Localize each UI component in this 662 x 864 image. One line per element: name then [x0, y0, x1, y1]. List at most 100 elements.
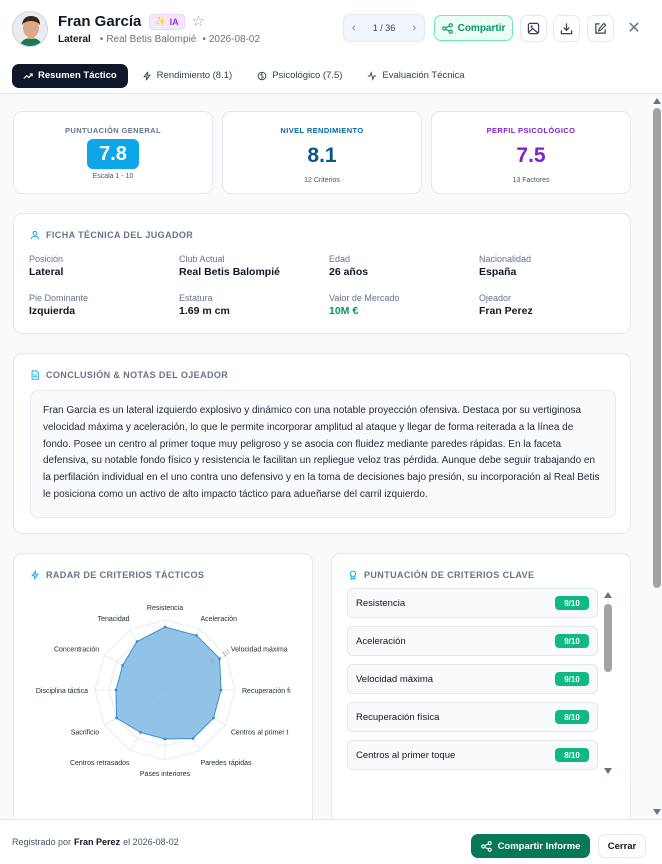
modal-footer: Registrado por Fran Perez el 2026-08-02 …: [0, 819, 662, 864]
ia-badge: ✨ IA: [149, 13, 185, 30]
field-label: Nacionalidad: [479, 254, 532, 264]
radar-axis-label: Velocidad máxima: [231, 647, 288, 654]
criterio-score-badge: 8/10: [555, 710, 589, 724]
criterio-name: Velocidad máxima: [356, 673, 434, 685]
footer-author: Fran Perez: [74, 837, 121, 847]
notes-title: CONCLUSIÓN & NOTAS DEL OJEADOR: [30, 370, 228, 380]
scroll-thumb[interactable]: [653, 108, 661, 588]
criterio-name: Recuperación física: [356, 711, 440, 723]
image-button[interactable]: [520, 15, 547, 42]
chevron-right-icon[interactable]: ›: [412, 22, 416, 34]
scroll-down-arrow[interactable]: [604, 768, 612, 774]
field-value: 26 años: [329, 266, 369, 278]
field-label: Club Actual: [179, 254, 225, 264]
list-item: Recuperación física 8/10: [347, 702, 598, 732]
close-icon[interactable]: ✕: [627, 20, 641, 37]
chevron-left-icon[interactable]: ‹: [352, 22, 356, 34]
criterios-list[interactable]: Resistencia 9/10 Aceleración 9/10 Velocida…: [347, 588, 598, 778]
document-icon: [31, 370, 39, 380]
radar-title: RADAR DE CRITERIOS TÁCTICOS: [30, 570, 204, 580]
field-value: España: [479, 266, 517, 278]
radar-point: [139, 731, 142, 734]
radar-tick-label: 8: [209, 658, 216, 666]
brain-icon: [257, 71, 267, 80]
scroll-up-arrow[interactable]: [653, 98, 661, 104]
list-item: Resistencia 9/10: [347, 588, 598, 618]
criterios-title-text: PUNTUACIÓN DE CRITERIOS CLAVE: [364, 570, 535, 580]
title-block: Fran García ✨ IA ☆ Lateral • Real Betis B…: [58, 13, 260, 45]
player-photo-icon: [13, 12, 47, 46]
ia-badge-label: IA: [169, 16, 179, 27]
share-button[interactable]: Compartir: [434, 15, 513, 41]
separator-dot: •: [202, 34, 206, 45]
field-label: Posición: [29, 254, 64, 264]
list-item: Aceleración 9/10: [347, 626, 598, 656]
field-posicion: Posición Lateral: [29, 254, 179, 278]
criterio-score-badge: 8/10: [555, 748, 589, 762]
player-avatar: [12, 11, 48, 47]
criterios-scrollbar[interactable]: [604, 592, 613, 774]
edit-icon: [595, 22, 607, 34]
award-icon: [349, 570, 357, 580]
score-card-psicologico: PERFIL PSICOLÓGICO 7.5 13 Factores: [431, 111, 631, 194]
download-button[interactable]: [553, 15, 580, 42]
tab-evaluacion-tecnica[interactable]: Evaluación Técnica: [356, 64, 475, 88]
criterio-name: Aceleración: [356, 635, 406, 647]
field-label: Pie Dominante: [29, 293, 89, 303]
field-value: Izquierda: [29, 305, 76, 317]
radar-point: [163, 625, 167, 629]
field-estatura: Estatura 1.69 m cm: [179, 293, 329, 317]
radar-point: [218, 657, 221, 660]
criterios-title: PUNTUACIÓN DE CRITERIOS CLAVE: [348, 570, 534, 580]
radar-svg: 10 8 Resistencia Aceleración Velocidad máxim…: [36, 605, 291, 778]
notes-text: Fran García es un lateral izquierdo expl…: [30, 390, 616, 518]
radar-point: [195, 634, 198, 637]
trending-up-icon: [23, 72, 33, 79]
scroll-down-arrow[interactable]: [653, 809, 661, 815]
tab-label: Evaluación Técnica: [382, 70, 465, 81]
close-button[interactable]: Cerrar: [598, 834, 646, 858]
score-note: 13 Factores: [512, 177, 550, 184]
radar-axis-label: Concentración: [54, 647, 99, 654]
report-date: 2026-08-02: [208, 34, 261, 45]
field-value: Lateral: [29, 266, 64, 278]
radar-axis-label: Sacrificio: [71, 730, 100, 737]
modal-header: Fran García ✨ IA ☆ Lateral • Real Betis B…: [0, 0, 662, 58]
tab-rendimiento[interactable]: Rendimiento (8.1): [131, 64, 244, 88]
score-rendimiento-value: 8.1: [307, 144, 337, 167]
favorite-star-icon[interactable]: ☆: [191, 13, 206, 30]
tab-psicologico[interactable]: Psicológico (7.5): [246, 64, 353, 88]
field-label: Estatura: [179, 293, 213, 303]
field-edad: Edad 26 años: [329, 254, 479, 278]
share-report-button[interactable]: Compartir Informe: [471, 834, 590, 858]
image-icon: [527, 22, 540, 35]
radar-point: [163, 737, 167, 741]
edit-button[interactable]: [587, 15, 614, 42]
radar-point: [121, 664, 124, 667]
report-content: PUNTUACIÓN GENERAL 7.8 Escala 1 - 10 NIV…: [0, 94, 662, 819]
radar-axis-label: Resistencia: [147, 605, 183, 612]
main-scrollbar[interactable]: [652, 94, 662, 819]
separator-dot: •: [99, 34, 104, 45]
score-label: NIVEL RENDIMIENTO: [280, 126, 364, 135]
radar-series-area: [115, 626, 222, 740]
radar-axis-label: Pases interiores: [140, 771, 191, 778]
radar-point: [115, 716, 118, 720]
score-label: PUNTUACIÓN GENERAL: [65, 126, 161, 135]
field-club: Club Actual Real Betis Balompié: [179, 254, 329, 278]
scroll-up-arrow[interactable]: [604, 592, 612, 598]
ficha-title-text: FICHA TÉCNICA DEL JUGADOR: [46, 230, 194, 240]
criterio-name: Resistencia: [356, 597, 406, 609]
score-note: 12 Criterios: [304, 177, 340, 184]
radar-point: [114, 688, 118, 692]
criterio-name: Centros al primer toque: [356, 749, 456, 761]
radar-title-text: RADAR DE CRITERIOS TÁCTICOS: [46, 570, 205, 580]
share-button-label: Compartir: [457, 22, 506, 34]
radar-axis-label: Centros retrasados: [70, 760, 130, 767]
tab-resumen-tactico[interactable]: Resumen Táctico: [12, 63, 128, 88]
field-label: Ojeador: [479, 293, 512, 303]
player-subtitle: Lateral • Real Betis Balompié • 2026-08-…: [58, 34, 260, 45]
radar-card: RADAR DE CRITERIOS TÁCTICOS 10 8 Resistenc…: [13, 553, 313, 819]
radar-point: [212, 716, 215, 720]
scroll-thumb[interactable]: [604, 604, 612, 672]
